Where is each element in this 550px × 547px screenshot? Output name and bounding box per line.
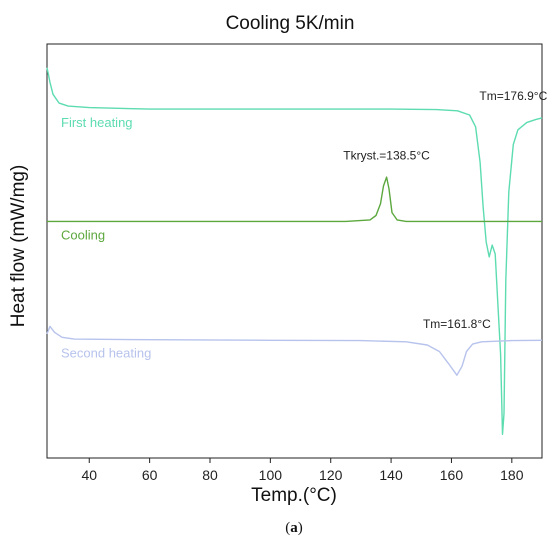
- x-axis: 40 60 80 100 120 140 160 180: [81, 458, 524, 483]
- series-line-second-heating: [46, 325, 543, 376]
- y-axis-label: Heat flow (mW/mg): [8, 165, 29, 328]
- series-layer: [46, 67, 543, 435]
- peak-annotation: Tm=161.8°C: [423, 317, 491, 331]
- legend-item: Cooling: [61, 227, 105, 242]
- legend-item: First heating: [61, 115, 133, 130]
- series-line-first-heating: [46, 67, 543, 435]
- peak-annotation: Tkryst.=138.5°C: [343, 148, 430, 162]
- figure-caption: (a): [285, 520, 303, 536]
- x-tick-label: 60: [142, 467, 158, 483]
- x-tick-label: 120: [319, 467, 343, 483]
- caption-close-paren: ): [298, 520, 303, 536]
- caption-letter: a: [290, 520, 298, 536]
- x-tick-label: 160: [440, 467, 464, 483]
- x-tick-label: 100: [259, 467, 283, 483]
- peak-annotation: Tm=176.9°C: [479, 89, 547, 103]
- chart-title: Cooling 5K/min: [226, 13, 355, 34]
- legend: First heating Cooling Second heating: [61, 115, 151, 361]
- caption-open-paren: (: [285, 520, 290, 536]
- plot-frame: [46, 43, 543, 459]
- x-axis-label: Temp.(°C): [251, 485, 337, 506]
- x-tick-label: 140: [379, 467, 403, 483]
- annotations: Tm=176.9°C Tkryst.=138.5°C Tm=161.8°C: [343, 89, 547, 331]
- x-tick-label: 40: [81, 467, 97, 483]
- legend-item: Second heating: [61, 346, 151, 361]
- series-line-cooling: [47, 176, 542, 223]
- x-tick-label: 80: [202, 467, 218, 483]
- x-tick-label: 180: [500, 467, 524, 483]
